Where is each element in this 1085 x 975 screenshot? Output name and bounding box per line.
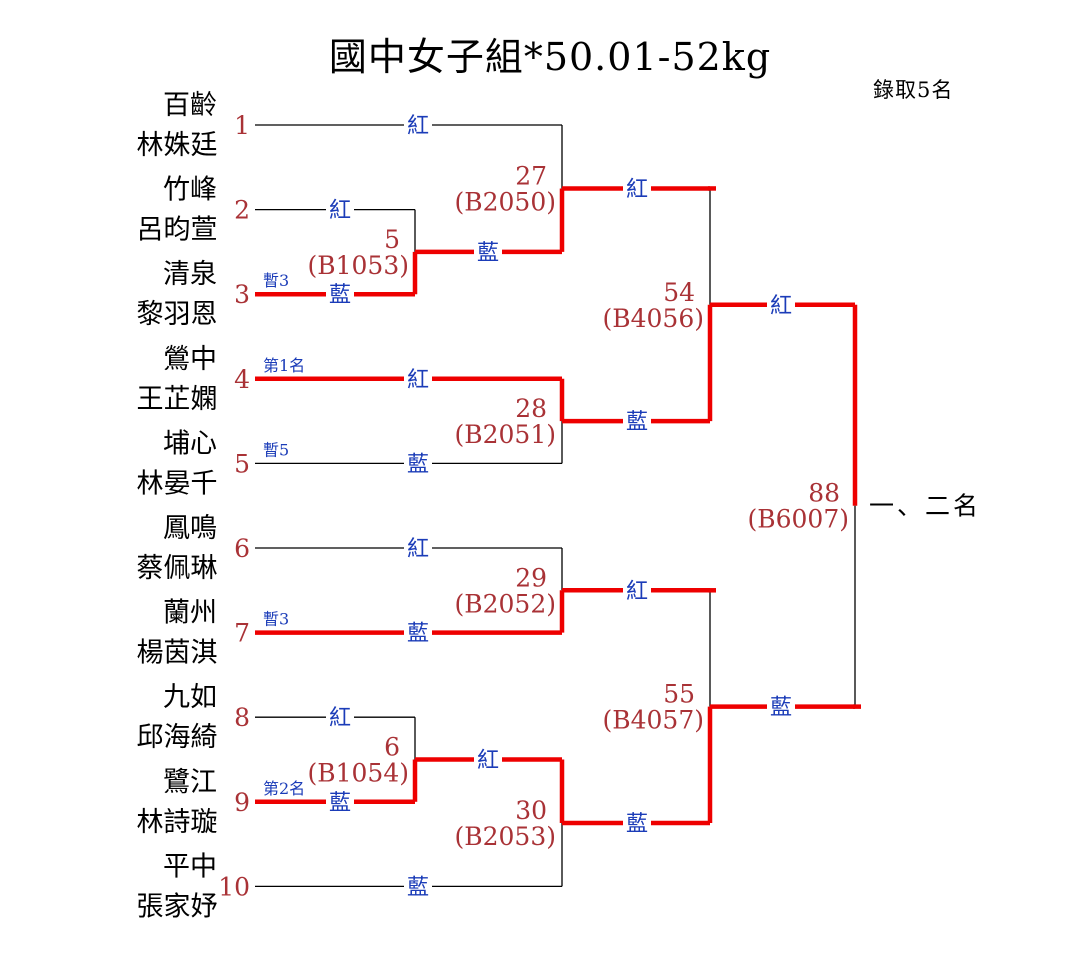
athlete-name: 黎羽恩 — [137, 299, 218, 330]
rank-annotation: 暫5 — [263, 440, 289, 459]
corner-label: 藍 — [329, 283, 351, 308]
corner-label: 紅 — [626, 177, 648, 202]
corner-label-bg — [404, 366, 432, 391]
corner-label-bg — [404, 451, 432, 476]
corner-label-bg — [474, 239, 502, 264]
seed-number: 10 — [218, 872, 250, 901]
seed-number: 2 — [234, 196, 250, 225]
match-code: (B1054) — [307, 759, 409, 788]
corner-label-bg — [623, 176, 651, 201]
match-number: 55 — [663, 680, 695, 709]
corner-label: 藍 — [477, 241, 499, 266]
corner-label-bg — [326, 282, 354, 307]
match-code: (B2051) — [454, 420, 556, 449]
match-code: (B2050) — [454, 187, 556, 216]
athlete-name: 林姝廷 — [137, 130, 218, 161]
corner-label-bg — [404, 620, 432, 645]
corner-label-bg — [767, 292, 795, 317]
seed-number: 4 — [234, 365, 250, 394]
corner-label: 紅 — [770, 294, 792, 319]
athlete-name: 林晏千 — [137, 468, 218, 499]
corner-label: 藍 — [626, 410, 648, 435]
school-name: 鷺江 — [163, 767, 217, 798]
rank-annotation: 第1名 — [263, 356, 305, 375]
match-code: (B4057) — [602, 706, 704, 735]
school-name: 平中 — [163, 851, 217, 882]
corner-label-bg — [326, 789, 354, 814]
school-name: 百齡 — [163, 90, 217, 121]
corner-label-bg — [404, 113, 432, 137]
page-title: 國中女子組*50.01-52kg — [328, 35, 772, 79]
corner-label: 藍 — [626, 812, 648, 837]
school-name: 鳳鳴 — [163, 513, 217, 544]
corner-label: 紅 — [407, 537, 429, 562]
corner-label-bg — [474, 747, 502, 772]
corner-label: 藍 — [770, 696, 792, 721]
final-result-label: 一、二名 — [869, 492, 981, 521]
corner-label: 紅 — [329, 199, 351, 224]
match-number: 5 — [384, 225, 400, 254]
match-number: 28 — [515, 394, 547, 423]
seed-number: 1 — [234, 111, 250, 140]
match-number: 54 — [663, 278, 695, 307]
corner-label-bg — [623, 409, 651, 434]
corner-label-bg — [767, 694, 795, 719]
school-name: 清泉 — [163, 259, 217, 290]
rank-annotation: 暫3 — [263, 271, 289, 290]
school-name: 九如 — [163, 682, 217, 713]
corner-label: 藍 — [407, 875, 429, 900]
athlete-name: 蔡佩琳 — [137, 553, 218, 584]
match-number: 29 — [515, 563, 547, 592]
corner-label-bg — [404, 536, 432, 560]
school-name: 鶯中 — [163, 344, 217, 375]
match-code: (B4056) — [602, 304, 704, 333]
quota-note: 錄取5名 — [873, 78, 954, 102]
match-number: 6 — [384, 733, 400, 762]
school-name: 埔心 — [163, 428, 217, 459]
match-code: (B6007) — [747, 505, 849, 534]
athlete-name: 林詩璇 — [137, 807, 218, 838]
rank-annotation: 暫3 — [263, 610, 289, 629]
corner-label-bg — [623, 578, 651, 603]
seed-number: 7 — [234, 619, 250, 648]
seed-number: 6 — [234, 534, 250, 563]
match-code: (B2052) — [454, 589, 556, 618]
match-code: (B2053) — [454, 822, 556, 851]
athlete-name: 楊茵淇 — [137, 638, 218, 669]
match-code: (B1053) — [307, 251, 409, 280]
corner-label: 紅 — [407, 114, 429, 139]
athlete-name: 邱海綺 — [137, 722, 218, 753]
corner-label: 紅 — [477, 749, 499, 774]
corner-label: 紅 — [329, 706, 351, 731]
corner-label-bg — [326, 705, 354, 730]
corner-label: 藍 — [329, 791, 351, 816]
match-number: 88 — [808, 479, 840, 508]
match-number: 27 — [515, 161, 547, 190]
athlete-name: 王芷嫻 — [137, 384, 218, 415]
corner-label-bg — [326, 197, 354, 222]
corner-label-bg — [623, 810, 651, 835]
athlete-name: 張家妤 — [137, 891, 218, 922]
corner-label: 藍 — [407, 622, 429, 647]
corner-label: 紅 — [407, 368, 429, 393]
seed-number: 3 — [234, 280, 250, 309]
match-number: 30 — [515, 796, 547, 825]
school-name: 蘭州 — [163, 598, 217, 629]
seed-number: 9 — [234, 788, 250, 817]
corner-label: 紅 — [626, 579, 648, 604]
rank-annotation: 第2名 — [263, 779, 305, 798]
seed-number: 5 — [234, 449, 250, 478]
athlete-name: 呂昀萱 — [137, 215, 218, 246]
corner-label-bg — [404, 874, 432, 899]
seed-number: 8 — [234, 703, 250, 732]
school-name: 竹峰 — [163, 175, 217, 206]
corner-label: 藍 — [407, 452, 429, 477]
